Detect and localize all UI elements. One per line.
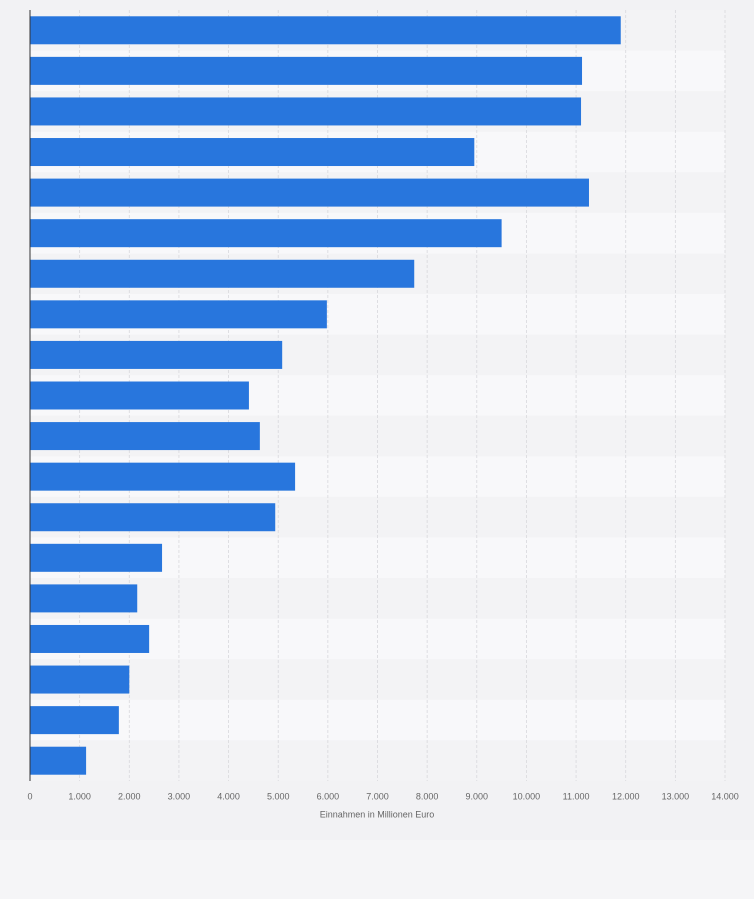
bar — [30, 584, 138, 613]
x-tick-label: 3.000 — [168, 791, 191, 801]
bar — [30, 624, 150, 653]
bar — [30, 56, 583, 85]
bar — [30, 97, 582, 126]
bar — [30, 381, 249, 410]
bar — [30, 706, 119, 735]
bar — [30, 259, 415, 288]
x-tick-label: 0 — [27, 791, 32, 801]
bar — [30, 665, 130, 694]
bar — [30, 503, 276, 532]
x-tick-label: 14.000 — [711, 791, 739, 801]
x-tick-label: 4.000 — [217, 791, 240, 801]
bar — [30, 746, 87, 775]
x-tick-label: 1.000 — [68, 791, 91, 801]
bar — [30, 422, 260, 451]
x-tick-label: 9.000 — [466, 791, 489, 801]
footer — [0, 840, 754, 899]
x-tick-label: 7.000 — [366, 791, 389, 801]
bar — [30, 16, 621, 45]
bar — [30, 543, 163, 572]
x-tick-label: 10.000 — [513, 791, 541, 801]
x-tick-label: 6.000 — [317, 791, 340, 801]
x-tick-label: 2.000 — [118, 791, 141, 801]
x-tick-label: 12.000 — [612, 791, 640, 801]
bar — [30, 219, 502, 248]
x-tick-label: 8.000 — [416, 791, 439, 801]
x-tick-label: 13.000 — [662, 791, 690, 801]
bar — [30, 138, 475, 167]
bar — [30, 340, 283, 369]
bar — [30, 300, 327, 329]
bar — [30, 462, 296, 491]
bar — [30, 178, 589, 207]
x-tick-label: 5.000 — [267, 791, 290, 801]
x-axis-label: Einnahmen in Millionen Euro — [320, 809, 435, 819]
x-tick-label: 11.000 — [563, 791, 590, 801]
